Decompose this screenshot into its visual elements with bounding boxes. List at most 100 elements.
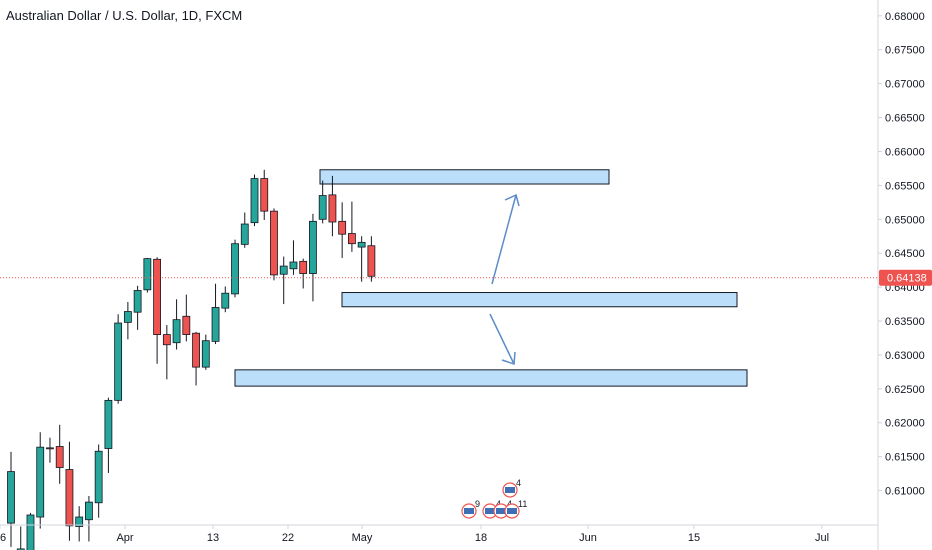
candle <box>16 526 25 550</box>
event-flag-stripe <box>496 508 506 514</box>
candle-body <box>192 332 200 368</box>
candle-body <box>75 516 84 527</box>
candle <box>133 285 142 330</box>
candle <box>338 202 347 258</box>
candle-body <box>201 340 210 368</box>
y-tick-label: 0.63000 <box>885 350 925 362</box>
event-flag-icon[interactable]: 4 <box>502 478 521 498</box>
candle <box>231 239 239 298</box>
y-tick-label: 0.61500 <box>885 452 925 464</box>
events-layer[interactable]: 494411 <box>461 478 527 519</box>
candle-body <box>46 447 54 450</box>
candle-body <box>94 450 103 504</box>
y-tick-label: 0.65500 <box>885 180 925 192</box>
candle <box>162 325 171 380</box>
arrow-layer[interactable] <box>489 193 520 366</box>
candle-body <box>240 223 249 245</box>
candle <box>260 169 269 220</box>
candle <box>55 424 64 484</box>
current-price-tag: 0.64138 <box>879 269 932 286</box>
candle <box>201 334 210 370</box>
zone-rectangle[interactable] <box>234 369 748 387</box>
candle-body <box>347 233 356 245</box>
arrow-up-line[interactable] <box>491 194 517 285</box>
candle-body <box>153 258 162 335</box>
candle-body <box>143 258 152 291</box>
candle <box>26 512 35 550</box>
candle <box>46 437 54 463</box>
zone-rectangle[interactable] <box>319 169 610 185</box>
candle <box>221 286 230 313</box>
y-tick-label: 0.66500 <box>885 113 925 125</box>
candle <box>114 314 123 404</box>
current-price-label: 0.64138 <box>887 273 927 285</box>
candle <box>289 240 298 275</box>
candle <box>192 331 200 386</box>
candle <box>250 174 259 227</box>
x-tick-label: 6 <box>0 532 6 544</box>
event-flag-icon[interactable]: 9 <box>461 499 480 519</box>
candle-body <box>231 243 239 295</box>
candle-body <box>250 178 259 224</box>
candle <box>367 236 376 282</box>
candle <box>36 432 45 529</box>
candle-body <box>357 241 366 248</box>
candle-body <box>7 471 15 524</box>
current-price-tag-box <box>879 269 932 286</box>
candle <box>279 256 288 305</box>
candle <box>309 213 317 302</box>
x-tick-label: May <box>352 532 373 544</box>
zone-layer[interactable] <box>234 169 748 387</box>
candle-layer <box>7 169 376 550</box>
price-axis[interactable]: 0.68000 0.67500 0.67000 0.66500 0.66000 0.655… <box>878 11 925 498</box>
candle-body <box>367 245 376 277</box>
y-tick-label: 0.62000 <box>885 418 925 430</box>
candle-body <box>221 292 230 309</box>
event-count-label: 9 <box>475 499 480 509</box>
chart-title: Australian Dollar / U.S. Dollar, 1D, FXC… <box>6 8 243 23</box>
candle-body <box>299 260 308 274</box>
y-tick-label: 0.64500 <box>885 248 925 260</box>
event-flag-stripe <box>485 508 495 514</box>
zone-rectangle[interactable] <box>341 292 738 308</box>
candle-body <box>133 290 142 313</box>
candle-body <box>182 315 191 335</box>
candle <box>299 258 308 289</box>
candle <box>143 257 152 293</box>
candle-body <box>114 322 123 401</box>
candle-body <box>65 469 74 527</box>
event-count-label: 11 <box>518 499 527 509</box>
time-axis[interactable]: 6 Apr 13 22 May 18 Jun 15 Jul <box>0 525 829 544</box>
candle <box>75 506 84 542</box>
y-tick-label: 0.66000 <box>885 146 925 158</box>
arrow-down-head <box>501 351 516 366</box>
candle <box>357 236 366 282</box>
arrow-down-line[interactable] <box>489 313 515 365</box>
x-tick-label: 18 <box>475 532 487 544</box>
candle-body <box>328 194 337 223</box>
event-flag-icon[interactable]: 11 <box>504 499 527 519</box>
candle <box>65 441 74 541</box>
candle <box>182 294 191 342</box>
candle-body <box>211 307 220 342</box>
y-tick-label: 0.67500 <box>885 45 925 57</box>
candle <box>270 208 278 281</box>
x-tick-label: 13 <box>207 532 219 544</box>
candle-body <box>123 311 132 323</box>
candle <box>318 180 327 224</box>
candle-body <box>36 446 45 518</box>
candle-body <box>318 195 327 220</box>
candle-body <box>26 514 35 550</box>
y-tick-label: 0.65000 <box>885 214 925 226</box>
candle-body <box>85 501 93 521</box>
candle <box>7 451 15 547</box>
candle-body <box>279 265 288 275</box>
candle-body <box>260 178 269 212</box>
event-count-label: 4 <box>516 478 521 488</box>
x-tick-label: Jun <box>579 532 597 544</box>
arrow-up-head <box>504 193 520 207</box>
event-flag-stripe <box>464 508 474 514</box>
candle-body <box>55 446 64 468</box>
x-tick-label: 15 <box>688 532 700 544</box>
